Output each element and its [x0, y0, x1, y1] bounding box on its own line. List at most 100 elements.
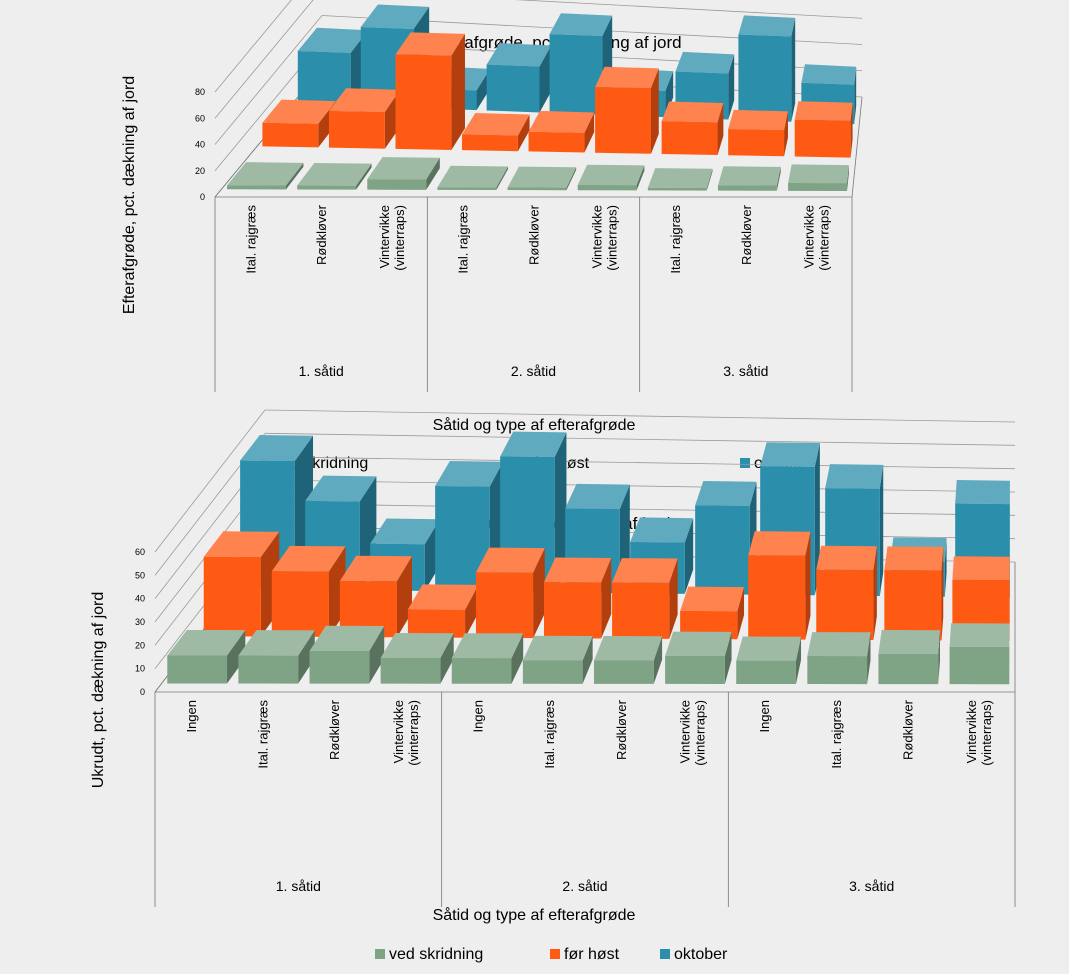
chart1-bar-top	[507, 166, 577, 188]
chart2-bar	[339, 555, 412, 638]
chart1-category-text: Vintervikke	[802, 205, 817, 268]
chart2-bar	[807, 632, 871, 685]
chart1-bar	[647, 168, 713, 191]
chart1-category-label: Ital. rajgræs	[243, 205, 258, 274]
chart1-bar-top	[788, 164, 849, 184]
chart1-category-text: Ital. rajgræs	[456, 205, 471, 274]
chart1-bar-front	[227, 185, 286, 190]
chart1-bar-front	[794, 119, 851, 158]
chart1-xlabel: Såtid og type af efterafgrøde	[433, 416, 636, 434]
chart2-bar-front	[407, 609, 466, 638]
chart1-bar-front	[717, 185, 777, 191]
chart2-bar-top	[544, 557, 612, 583]
chart1-bar-top	[462, 112, 530, 136]
chart1-bar-side	[665, 71, 674, 118]
chart2-category-label: Rødkløver	[327, 699, 342, 760]
chart2-xlabel: Såtid og type af efterafgrøde	[433, 906, 636, 924]
chart2-y-tick-label: 0	[140, 687, 145, 697]
chart2-y-tick-label: 40	[135, 594, 145, 604]
chart2-bar	[878, 630, 940, 685]
chart2-group-label: 2. såtid	[562, 878, 607, 894]
chart1-bar-top	[577, 164, 645, 186]
chart2-bar	[309, 625, 385, 684]
chart2-group-label: 3. såtid	[849, 878, 894, 894]
chart2-bar-top	[309, 625, 385, 651]
chart2-category-text: (vinterraps)	[693, 700, 708, 766]
chart2-bar	[884, 546, 944, 641]
chart2-category-labels: Ingen Ital. rajgræs Rødkløver Vintervikke (v…	[154, 692, 1016, 907]
chart2-gridline-side	[154, 409, 266, 553]
chart1-bar-side	[776, 166, 781, 191]
chart1-bar-top	[297, 162, 372, 186]
chart2-bar	[271, 545, 346, 637]
chart1-bar-top	[437, 165, 508, 188]
chart1-category-label: Rødkløver	[527, 204, 542, 265]
chart1-bar	[507, 166, 577, 191]
chart1-bar-top	[738, 15, 796, 37]
chart1-bar-side	[451, 33, 465, 150]
chart1-floor-right-edge	[851, 96, 863, 198]
chart2-bar-top	[238, 630, 315, 656]
chart2-category-text: Ital. rajgræs	[256, 700, 271, 769]
chart1-y-tick-label: 60	[195, 113, 205, 123]
chart2-bar-front	[238, 655, 299, 684]
chart2-bar-side	[737, 587, 745, 640]
chart2-bar-front	[475, 572, 534, 639]
chart2-bar-top	[736, 636, 802, 661]
chart1-bar-top	[675, 51, 735, 74]
chart2-bar	[816, 545, 877, 641]
chart2-bar-side	[369, 625, 385, 684]
chart2-category-label: Ital. rajgræs	[256, 700, 271, 769]
chart2-bar-top	[203, 531, 280, 558]
chart2-bar-top	[952, 556, 1010, 581]
chart1-bar-top	[717, 166, 781, 186]
chart2-legend-swatch	[375, 949, 385, 959]
chart1-bar-top	[595, 66, 659, 89]
chart2-category-text: Ingen	[184, 700, 199, 733]
chart2-category-label: Ingen	[184, 700, 199, 733]
chart1-bar-top	[794, 101, 853, 121]
chart2-bar-top	[522, 635, 593, 661]
chart2-bar-front	[949, 646, 1010, 685]
chart1-category-text: Vintervikke	[589, 205, 604, 268]
chart1-bar-side	[584, 112, 595, 153]
chart2-bar-side	[805, 531, 811, 640]
chart2-category-label: Ital. rajgræs	[829, 700, 844, 769]
chart2-bar-side	[941, 546, 944, 641]
chart2-bar-top	[695, 481, 757, 506]
chart2-bar-front	[695, 505, 750, 595]
chart2-y-tick-label: 60	[135, 547, 145, 557]
chart1-bar-side	[728, 54, 735, 120]
chart1-legend-swatch	[740, 458, 750, 468]
chart1-bar-side	[285, 162, 304, 190]
chart1-category-text: (vinterraps)	[392, 205, 407, 271]
chart1-category-label: Rødkløver	[739, 204, 754, 265]
chart2-bar-side	[795, 636, 802, 685]
chart1-bar-front	[549, 34, 603, 115]
chart2-bar-side	[653, 636, 663, 684]
chart2-category-text: (vinterraps)	[979, 700, 994, 766]
chart2-bar-top	[271, 545, 346, 572]
chart1-y-tick-label: 40	[195, 140, 205, 150]
chart1-y-ticks: 0 20 40 60 80	[195, 87, 205, 202]
chart1-bar-front	[728, 128, 785, 157]
chart2-bar-top	[748, 531, 811, 556]
chart1-bar	[717, 166, 781, 191]
chart2-legend-label: ved skridning	[389, 946, 483, 963]
chart1-bar-top	[297, 27, 369, 53]
chart1-bar	[661, 101, 724, 156]
chart1-bar-side	[356, 163, 372, 190]
chart1-bar-side	[706, 168, 713, 191]
chart2-legend-label: oktober	[674, 946, 728, 963]
chart2-category-text: Ingen	[757, 700, 772, 733]
chart2-bar-side	[465, 584, 479, 638]
chart2-bar-side	[601, 557, 612, 639]
chart2-category-text: Ital. rajgræs	[829, 700, 844, 769]
chart2-y-tick-label: 30	[135, 617, 145, 627]
chart1-gridline-side	[214, 15, 323, 145]
chart2-bar-top	[475, 547, 545, 573]
chart1-bar-top	[227, 162, 304, 186]
chart2-bar	[695, 481, 757, 595]
chart2-bar-side	[724, 631, 732, 684]
chart1-category-label: Vintervikke (vinterraps)	[802, 205, 832, 271]
